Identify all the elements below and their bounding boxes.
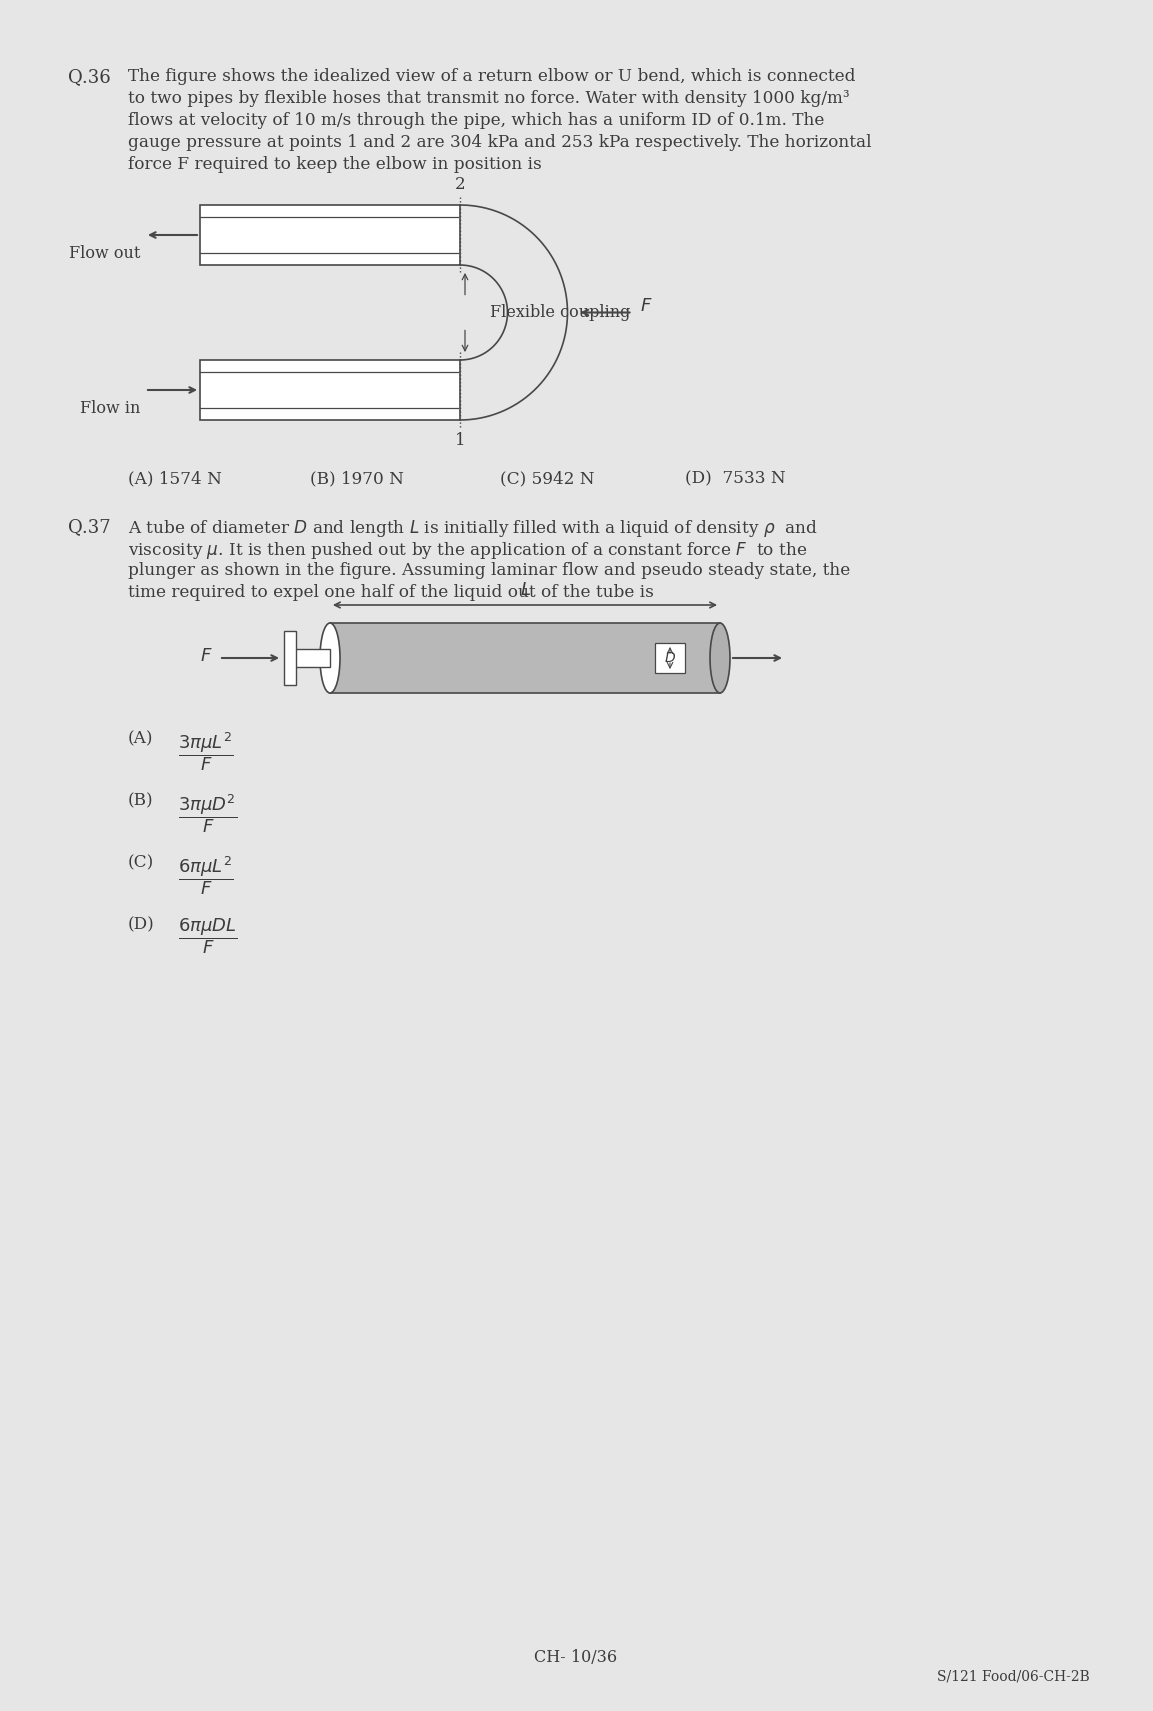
Text: 2: 2: [454, 176, 466, 193]
Bar: [291, 648, 330, 667]
Text: (C) 5942 N: (C) 5942 N: [500, 471, 595, 488]
Ellipse shape: [321, 623, 340, 693]
Bar: [199, 205, 460, 265]
Text: $\dfrac{6\pi\mu L^2}{F}$: $\dfrac{6\pi\mu L^2}{F}$: [178, 854, 234, 897]
Text: S/121 Food/06-CH-2B: S/121 Food/06-CH-2B: [937, 1668, 1090, 1684]
Text: $L$: $L$: [520, 582, 530, 599]
Bar: [330, 623, 719, 693]
Text: force F required to keep the elbow in position is: force F required to keep the elbow in po…: [128, 156, 542, 173]
Bar: [655, 643, 685, 672]
Text: $\dfrac{6\pi\mu DL}{F}$: $\dfrac{6\pi\mu DL}{F}$: [178, 915, 238, 956]
Text: (B) 1970 N: (B) 1970 N: [310, 471, 404, 488]
Text: Q.37: Q.37: [68, 518, 111, 536]
Text: (D)  7533 N: (D) 7533 N: [685, 471, 785, 488]
Text: $F$: $F$: [640, 296, 653, 315]
Text: A tube of diameter $D$ and length $L$ is initially filled with a liquid of densi: A tube of diameter $D$ and length $L$ is…: [128, 518, 817, 539]
Text: time required to expel one half of the liquid out of the tube is: time required to expel one half of the l…: [128, 583, 654, 601]
Text: The figure shows the idealized view of a return elbow or U bend, which is connec: The figure shows the idealized view of a…: [128, 68, 856, 86]
Text: $D$: $D$: [664, 650, 676, 666]
Text: viscosity $\mu$. It is then pushed out by the application of a constant force $F: viscosity $\mu$. It is then pushed out b…: [128, 541, 807, 561]
Text: $\dfrac{3\pi\mu D^2}{F}$: $\dfrac{3\pi\mu D^2}{F}$: [178, 792, 238, 835]
Text: flows at velocity of 10 m/s through the pipe, which has a uniform ID of 0.1m. Th: flows at velocity of 10 m/s through the …: [128, 111, 824, 128]
Text: Flow in: Flow in: [80, 400, 140, 417]
Text: (A) 1574 N: (A) 1574 N: [128, 471, 221, 488]
Bar: [284, 631, 296, 684]
Text: $\dfrac{3\pi\mu L^2}{F}$: $\dfrac{3\pi\mu L^2}{F}$: [178, 731, 234, 773]
Text: (C): (C): [128, 854, 155, 871]
Text: Q.36: Q.36: [68, 68, 111, 86]
Text: (B): (B): [128, 792, 153, 809]
Bar: [199, 359, 460, 419]
Text: (A): (A): [128, 731, 153, 748]
Ellipse shape: [710, 623, 730, 693]
Text: gauge pressure at points 1 and 2 are 304 kPa and 253 kPa respectively. The horiz: gauge pressure at points 1 and 2 are 304…: [128, 133, 872, 151]
Text: CH- 10/36: CH- 10/36: [535, 1649, 618, 1667]
Text: to two pipes by flexible hoses that transmit no force. Water with density 1000 k: to two pipes by flexible hoses that tran…: [128, 91, 850, 108]
Text: (D): (D): [128, 915, 155, 932]
Text: 1: 1: [454, 431, 466, 448]
Text: Flexible coupling: Flexible coupling: [490, 305, 631, 322]
Text: Flow out: Flow out: [69, 245, 140, 262]
Text: plunger as shown in the figure. Assuming laminar flow and pseudo steady state, t: plunger as shown in the figure. Assuming…: [128, 561, 850, 578]
Text: $F$: $F$: [201, 647, 213, 666]
